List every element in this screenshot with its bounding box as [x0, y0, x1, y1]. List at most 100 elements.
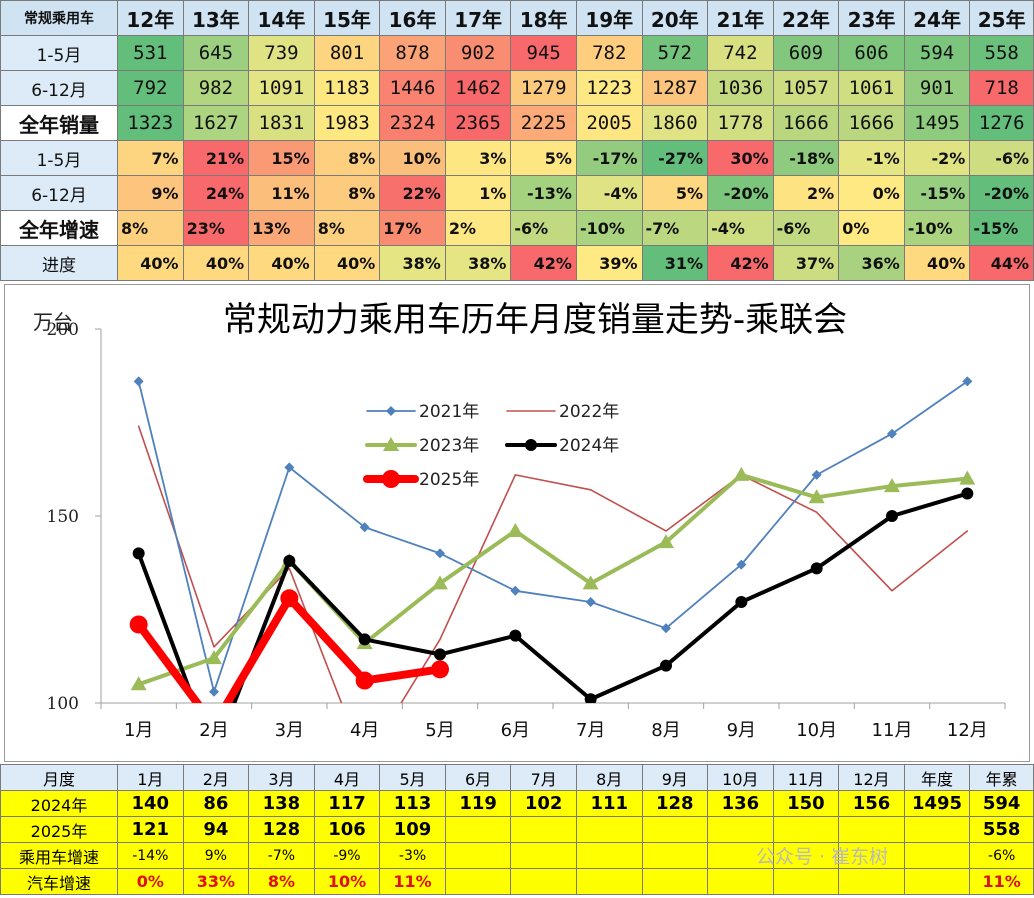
data-point — [658, 534, 674, 549]
cumulative-cell: 558 — [969, 816, 1034, 843]
table-cell — [641, 816, 709, 843]
table-cell: 156 — [838, 790, 905, 817]
data-point — [359, 522, 370, 533]
legend-label: 2024年 — [559, 436, 619, 456]
table-cell: 2324 — [379, 105, 446, 141]
data-point — [509, 629, 522, 642]
table-cell: 111 — [575, 790, 643, 817]
table-cell: 136 — [707, 790, 774, 817]
table-cell: 23% — [182, 210, 250, 246]
row-label: 2024年 — [0, 790, 119, 817]
table-cell — [707, 816, 774, 843]
data-point — [510, 585, 521, 596]
data-point — [808, 489, 825, 504]
table-cell: 138 — [248, 790, 315, 817]
month-header: 4月 — [313, 764, 381, 791]
table-cell: 113 — [379, 790, 446, 817]
annual-cell — [903, 868, 971, 895]
table-cell: -3% — [379, 842, 446, 869]
table-cell — [838, 816, 905, 843]
row-label: 汽车增速 — [0, 868, 119, 895]
year-header: 22年 — [772, 0, 840, 36]
table-cell: -10% — [903, 210, 971, 246]
table-cell: 5% — [510, 140, 577, 176]
table-cell: 718 — [969, 70, 1034, 106]
table-cell: -18% — [772, 140, 840, 176]
series-2021年 — [133, 376, 973, 697]
table-cell: 11% — [379, 868, 446, 895]
x-tick-label: 7月 — [576, 720, 605, 741]
table-cell: 30% — [707, 140, 774, 176]
data-point — [660, 659, 672, 672]
table-cell: 609 — [772, 35, 840, 71]
table-cell: 119 — [444, 790, 512, 817]
year-header: 13年 — [182, 0, 250, 36]
x-tick-label: 12月 — [947, 720, 988, 741]
table-cell — [575, 816, 643, 843]
table-cell: 8% — [313, 175, 381, 211]
series-line — [136, 491, 970, 703]
y-tick-label: 150 — [47, 507, 79, 527]
table-cell: 1287 — [641, 70, 709, 106]
month-header: 5月 — [379, 764, 446, 791]
table-cell: 1860 — [641, 105, 709, 141]
data-point — [736, 559, 747, 570]
table-cell — [444, 842, 512, 869]
table-cell: 1983 — [313, 105, 381, 141]
table-cell: 531 — [117, 35, 184, 71]
table-cell: 0% — [117, 868, 184, 895]
data-point — [962, 376, 973, 387]
table-cell: 42% — [510, 245, 577, 281]
table-cell: -1% — [838, 140, 905, 176]
table-cell: -20% — [707, 175, 774, 211]
table-cell: 792 — [117, 70, 184, 106]
table-cell: 1323 — [117, 105, 184, 141]
annual-header: 年度 — [903, 764, 971, 791]
table-cell: 31% — [641, 245, 709, 281]
table-cell: 38% — [444, 245, 512, 281]
row-label: 乘用车增速 — [0, 842, 119, 869]
year-header: 15年 — [313, 0, 381, 36]
table-cell: 13% — [248, 210, 315, 246]
month-header: 1月 — [117, 764, 184, 791]
table-cell: 3% — [444, 140, 512, 176]
chart-svg: 100 150 200 1月 2月 3月 4月 5月 6月 7月 8月 9月 10月 11月 12月 常规动… — [33, 300, 1006, 741]
year-header: 24年 — [903, 0, 971, 36]
data-point — [733, 466, 750, 481]
table-cell: 17% — [379, 210, 446, 246]
table-cell: -15% — [903, 175, 971, 211]
data-point — [355, 671, 374, 690]
yearly-sales-table: 常规乘用车 12年 13年 14年 15年 16年 17年 18年 19年 20年 21年 22年 23… — [0, 0, 1034, 281]
data-point — [582, 575, 599, 590]
table-cell: -14% — [117, 842, 184, 869]
table-cell: 572 — [641, 35, 709, 71]
table-cell: 15% — [248, 140, 315, 176]
table-cell — [641, 842, 709, 869]
annual-cell: 1495 — [903, 790, 971, 817]
table-cell: 36% — [838, 245, 905, 281]
table-cell: 40% — [903, 245, 971, 281]
data-point — [959, 470, 976, 485]
data-point — [209, 686, 219, 697]
data-point — [129, 615, 148, 634]
table-cell: 1627 — [182, 105, 250, 141]
table-cell: 1495 — [903, 105, 971, 141]
table-cell: 1666 — [838, 105, 905, 141]
table-cell: 7% — [117, 140, 184, 176]
year-header: 20年 — [641, 0, 709, 36]
table-cell: 140 — [117, 790, 184, 817]
series-2024年 — [132, 487, 974, 703]
legend-entry: 2022年 — [506, 402, 619, 422]
row-label: 全年销量 — [0, 105, 119, 141]
year-header: 14年 — [248, 0, 315, 36]
chart-title: 常规动力乘用车历年月度销量走势-乘联会 — [223, 300, 847, 340]
table-cell: 902 — [444, 35, 512, 71]
month-header: 7月 — [510, 764, 577, 791]
table-cell: 1223 — [575, 70, 643, 106]
series-2025年 — [129, 589, 449, 703]
table-cell — [772, 816, 840, 843]
legend-entry: 2021年 — [366, 402, 479, 422]
data-point — [585, 597, 596, 608]
table-cell: -2% — [903, 140, 971, 176]
table-cell — [707, 842, 774, 869]
